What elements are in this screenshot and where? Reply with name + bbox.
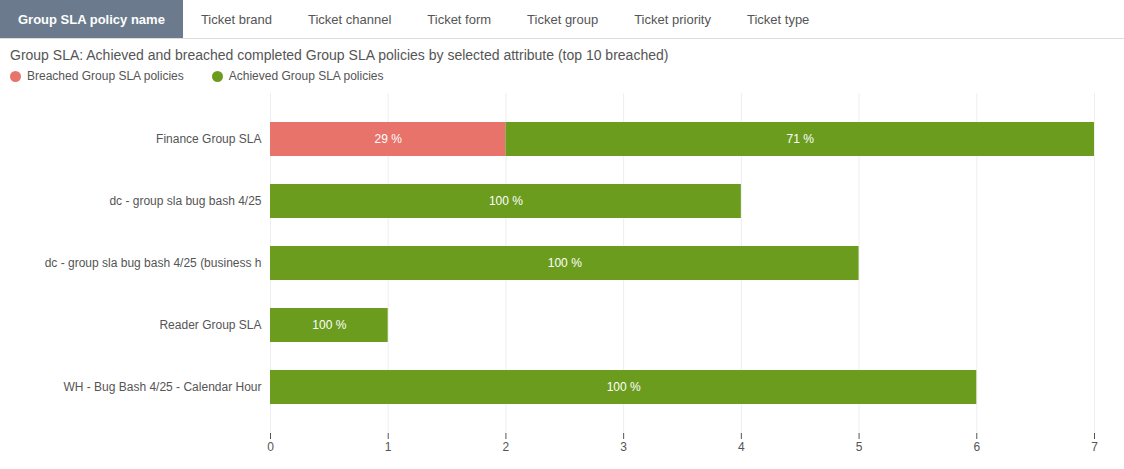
svg-text:0: 0 — [267, 440, 274, 454]
svg-text:4: 4 — [738, 440, 745, 454]
html-text:Group SLA: Achieved and breach: Group SLA: Achieved and breached complet… — [10, 47, 669, 63]
svg-text:6: 6 — [973, 440, 980, 454]
svg-text:dc - group sla bug bash 4/25 (: dc - group sla bug bash 4/25 (business h — [45, 256, 262, 270]
svg-text:dc - group sla bug bash 4/25: dc - group sla bug bash 4/25 — [109, 194, 261, 208]
svg-text:3: 3 — [620, 440, 627, 454]
svg-text:29 %: 29 % — [375, 132, 403, 146]
svg-text:Finance Group SLA: Finance Group SLA — [156, 132, 261, 146]
html-text:Achieved Group SLA policies: Achieved Group SLA policies — [228, 69, 384, 83]
svg-text:2: 2 — [503, 440, 510, 454]
svg-text:100 %: 100 % — [312, 318, 346, 332]
svg-text:100 %: 100 % — [548, 256, 582, 270]
html-text:Group SLA policy name: Group SLA policy name — [18, 11, 165, 27]
svg-text:100 %: 100 % — [607, 380, 641, 394]
svg-text:100 %: 100 % — [489, 194, 523, 208]
svg-text:7: 7 — [1091, 440, 1098, 454]
html-text:Ticket brand: Ticket brand — [200, 11, 272, 27]
html-text:Breached Group SLA policies: Breached Group SLA policies — [27, 69, 184, 83]
html-text:Ticket form: Ticket form — [427, 11, 492, 27]
svg-text:1: 1 — [385, 440, 392, 454]
svg-text:5: 5 — [856, 440, 863, 454]
html-text:Ticket group: Ticket group — [527, 11, 599, 27]
html-text:Ticket type: Ticket type — [747, 11, 810, 27]
svg-text:WH - Bug Bash 4/25 - Calendar: WH - Bug Bash 4/25 - Calendar Hour — [63, 380, 261, 394]
svg-text:71 %: 71 % — [787, 132, 815, 146]
html-text:Ticket priority: Ticket priority — [634, 11, 711, 27]
svg-text:Reader Group SLA: Reader Group SLA — [159, 318, 261, 332]
html-text:Ticket channel: Ticket channel — [307, 11, 392, 27]
